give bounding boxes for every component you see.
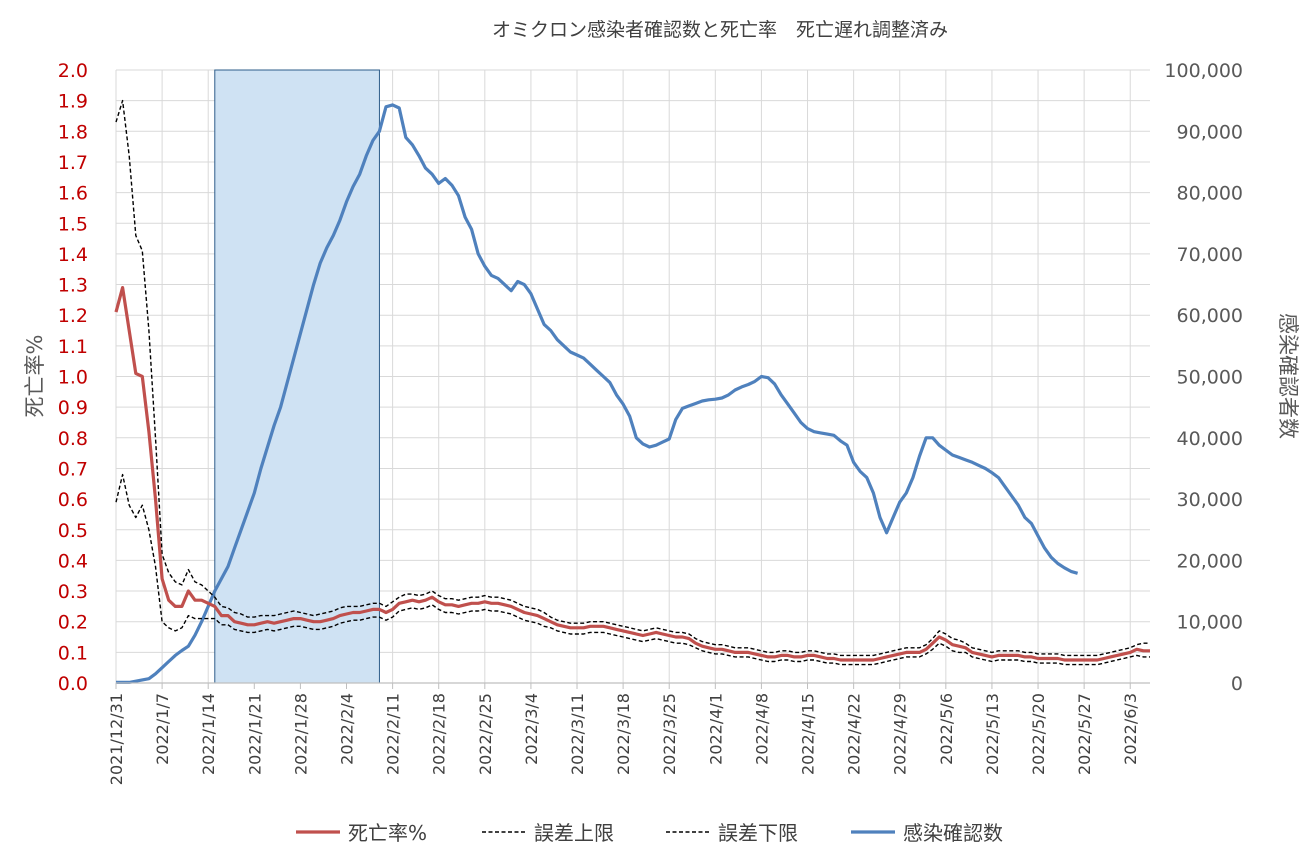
legend-label-1: 誤差上限	[534, 821, 614, 845]
y-right-tick-label: 60,000	[1177, 305, 1243, 327]
y-left-tick-label: 0.6	[58, 489, 88, 511]
x-tick-label: 2022/4/1	[706, 693, 725, 765]
legend-label-3: 感染確認数	[903, 821, 1003, 845]
x-tick-label: 2022/1/14	[199, 693, 218, 775]
y-left-tick-label: 1.8	[58, 121, 88, 143]
x-tick-label: 2021/12/31	[107, 693, 126, 785]
series-line-1	[115, 99, 1150, 657]
y-axis-right-label: 感染確認者数	[1276, 313, 1300, 439]
y-right-tick-label: 100,000	[1164, 60, 1243, 82]
y-right-tick-label: 40,000	[1177, 428, 1243, 450]
y-left-tick-label: 0.1	[58, 642, 88, 664]
y-left-tick-label: 1.4	[58, 244, 88, 266]
y-right-tick-label: 50,000	[1177, 367, 1243, 389]
y-left-tick-label: 1.9	[58, 91, 88, 113]
x-tick-label: 2022/3/18	[614, 693, 633, 775]
x-tick-label: 2022/5/20	[1029, 693, 1048, 775]
legend: 死亡率% 誤差上限 誤差下限 感染確認数	[296, 821, 1003, 845]
x-tick-label: 2022/2/25	[476, 693, 495, 775]
x-tick-label: 2022/4/15	[799, 693, 818, 775]
y-left-tick-label: 2.0	[58, 60, 88, 82]
y-left-tick-label: 0.4	[58, 550, 88, 572]
x-tick-label: 2022/4/29	[891, 693, 910, 775]
y-left-tick-label: 0.8	[58, 428, 88, 450]
x-tick-label: 2022/2/4	[338, 693, 357, 765]
x-tick-label: 2022/5/27	[1075, 693, 1094, 775]
y-right-tick-label: 10,000	[1177, 612, 1243, 634]
x-tick-label: 2022/1/7	[153, 693, 172, 765]
y-axis-left-label: 死亡率%	[23, 335, 47, 418]
x-tick-label: 2022/6/3	[1121, 693, 1140, 765]
x-tick-label: 2022/5/6	[937, 693, 956, 765]
chart-title: オミクロン感染者確認数と死亡率 死亡遅れ調整済み	[492, 19, 948, 41]
series-line-0	[114, 286, 1150, 662]
y-left-tick-label: 0.0	[58, 673, 88, 695]
x-tick-label: 2022/2/11	[384, 693, 403, 775]
x-tick-label: 2022/4/22	[845, 693, 864, 775]
y-left-tick-label: 0.5	[58, 520, 88, 542]
y-right-tick-label: 80,000	[1177, 183, 1243, 205]
y-left-tick-label: 0.9	[58, 397, 88, 419]
legend-label-0: 死亡率%	[348, 821, 427, 845]
y-left-tick-label: 1.6	[58, 183, 88, 205]
y-right-tick-label: 0	[1231, 673, 1243, 695]
x-tick-label: 2022/3/25	[660, 693, 679, 775]
y-left-tick-label: 0.7	[58, 458, 88, 480]
y-right-tick-label: 20,000	[1177, 550, 1243, 572]
y-left-tick-label: 0.3	[58, 581, 88, 603]
y-right-tick-label: 90,000	[1177, 121, 1243, 143]
x-tick-label: 2022/1/21	[245, 693, 264, 775]
highlight-region	[214, 69, 380, 684]
x-tick-label: 2022/1/28	[291, 693, 310, 775]
highlight-region-layer	[214, 69, 380, 684]
x-tick-label: 2022/3/4	[522, 693, 541, 765]
y-left-tick-label: 1.0	[58, 367, 88, 389]
x-tick-label: 2022/3/11	[568, 693, 587, 775]
series-layer	[114, 99, 1150, 684]
y-left-tick-label: 1.5	[58, 213, 88, 235]
y-right-tick-label: 30,000	[1177, 489, 1243, 511]
series-line-2	[115, 473, 1150, 666]
y-left-tick-label: 1.1	[58, 336, 88, 358]
x-tick-label: 2022/4/8	[752, 693, 771, 765]
x-tick-label: 2022/5/13	[983, 693, 1002, 775]
y-right-tick-label: 70,000	[1177, 244, 1243, 266]
y-left-tick-label: 1.2	[58, 305, 88, 327]
x-tick-label: 2022/2/18	[430, 693, 449, 775]
y-left-tick-label: 0.2	[58, 612, 88, 634]
series-line-3	[116, 103, 1079, 684]
y-left-tick-label: 1.7	[58, 152, 88, 174]
legend-label-2: 誤差下限	[718, 821, 798, 845]
y-left-tick-label: 1.3	[58, 275, 88, 297]
axes-layer: 0.0 0.1 0.2 0.3 0.4 0.5 0.6 0.7 0.8 0.9 1.0 1.1 1.2 1…	[58, 60, 1243, 785]
